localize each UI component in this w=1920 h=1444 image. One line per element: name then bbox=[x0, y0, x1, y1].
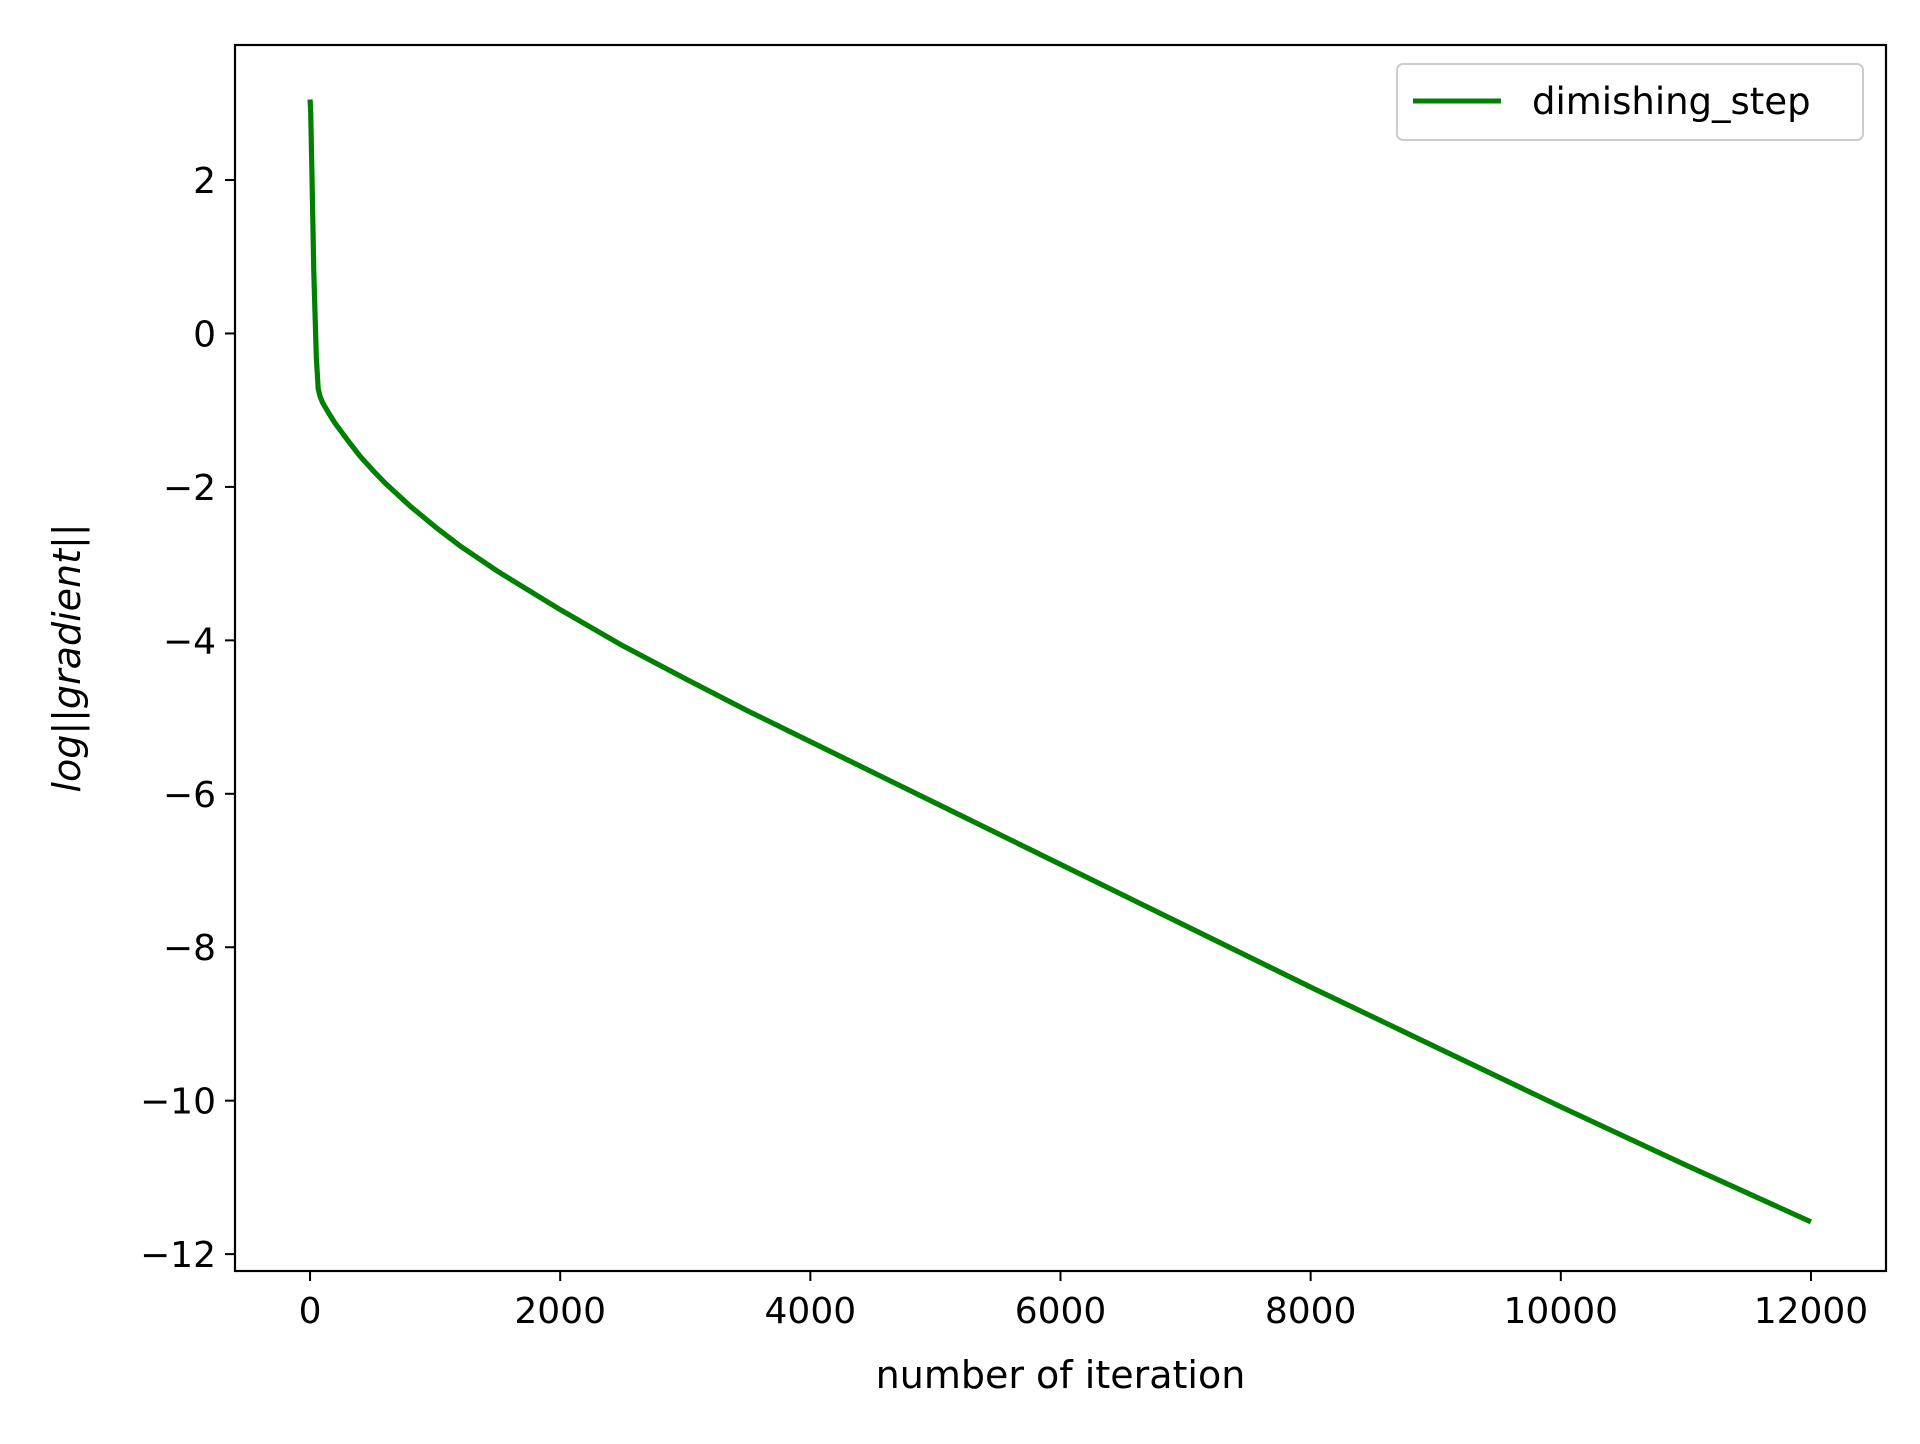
y-tick-label: −12 bbox=[140, 1235, 216, 1276]
series-line-dimishing-step bbox=[307, 99, 1813, 1225]
y-tick-label: −4 bbox=[163, 621, 216, 662]
legend: dimishing_step bbox=[1396, 63, 1864, 141]
x-tick-label: 6000 bbox=[1015, 1291, 1107, 1332]
marks-layer bbox=[307, 99, 1813, 1225]
y-tick-label: −6 bbox=[163, 775, 216, 816]
y-tick-label: 2 bbox=[193, 161, 216, 202]
legend-box bbox=[1396, 63, 1864, 141]
y-tick-label: −10 bbox=[140, 1082, 216, 1123]
x-tick-label: 2000 bbox=[514, 1291, 606, 1332]
legend-label-dimishing-step: dimishing_step bbox=[1532, 80, 1811, 123]
y-axis-label: log||gradient|| bbox=[45, 523, 90, 792]
x-tick-label: 8000 bbox=[1265, 1291, 1357, 1332]
x-tick-label: 10000 bbox=[1504, 1291, 1619, 1332]
y-tick-label: −8 bbox=[163, 928, 216, 969]
ticks-layer: 0 2000 4000 6000 8000 10000 12000 2 0 −2 −4 −6 −8 −10… bbox=[140, 161, 1868, 1332]
x-tick-label: 0 bbox=[299, 1291, 322, 1332]
x-tick-label: 12000 bbox=[1754, 1291, 1869, 1332]
x-axis-label: number of iteration bbox=[876, 1353, 1246, 1397]
y-tick-label: −2 bbox=[163, 468, 216, 509]
x-tick-label: 4000 bbox=[765, 1291, 857, 1332]
y-tick-label: 0 bbox=[193, 314, 216, 355]
